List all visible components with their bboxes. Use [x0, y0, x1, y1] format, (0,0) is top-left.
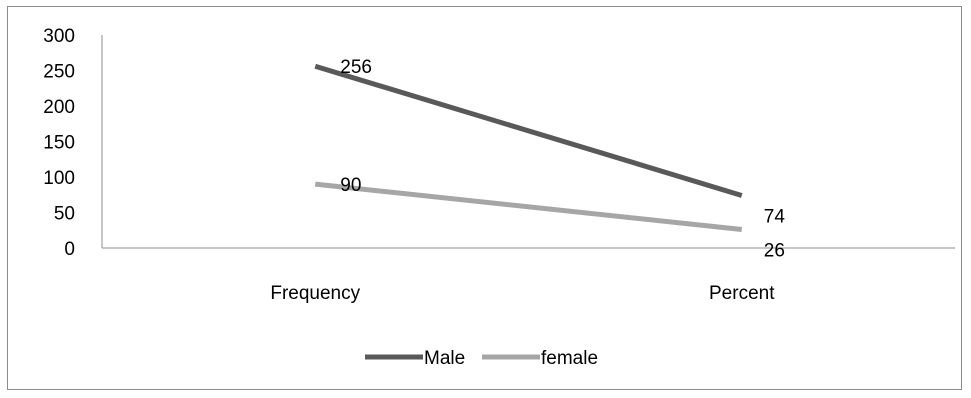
series-line-female — [314, 181, 743, 233]
legend-label: Male — [424, 348, 465, 369]
chart-frame — [7, 6, 962, 390]
x-category-label: Percent — [709, 283, 775, 304]
series-lines — [314, 63, 743, 233]
y-tick-label: 250 — [43, 62, 75, 83]
legend-label: female — [541, 348, 598, 369]
x-category-label: Frequency — [270, 283, 360, 304]
data-label: 90 — [340, 175, 361, 196]
data-labels: 256 74 90 26 — [340, 57, 785, 261]
y-tick-label: 0 — [64, 239, 75, 260]
y-tick-label: 50 — [54, 204, 75, 225]
data-label: 256 — [340, 57, 372, 78]
series-line-male — [314, 63, 743, 198]
legend: Male female — [365, 348, 598, 369]
y-tick-label: 150 — [43, 133, 75, 154]
y-tick-label: 100 — [43, 168, 75, 189]
data-label: 26 — [764, 241, 785, 262]
y-tick-label: 200 — [43, 97, 75, 118]
y-tick-label: 300 — [43, 26, 75, 47]
data-label: 74 — [764, 206, 786, 227]
y-tick-labels: 0 50 100 150 200 250 300 — [43, 26, 75, 260]
x-category-labels: Frequency Percent — [270, 283, 775, 304]
axes — [101, 35, 955, 249]
